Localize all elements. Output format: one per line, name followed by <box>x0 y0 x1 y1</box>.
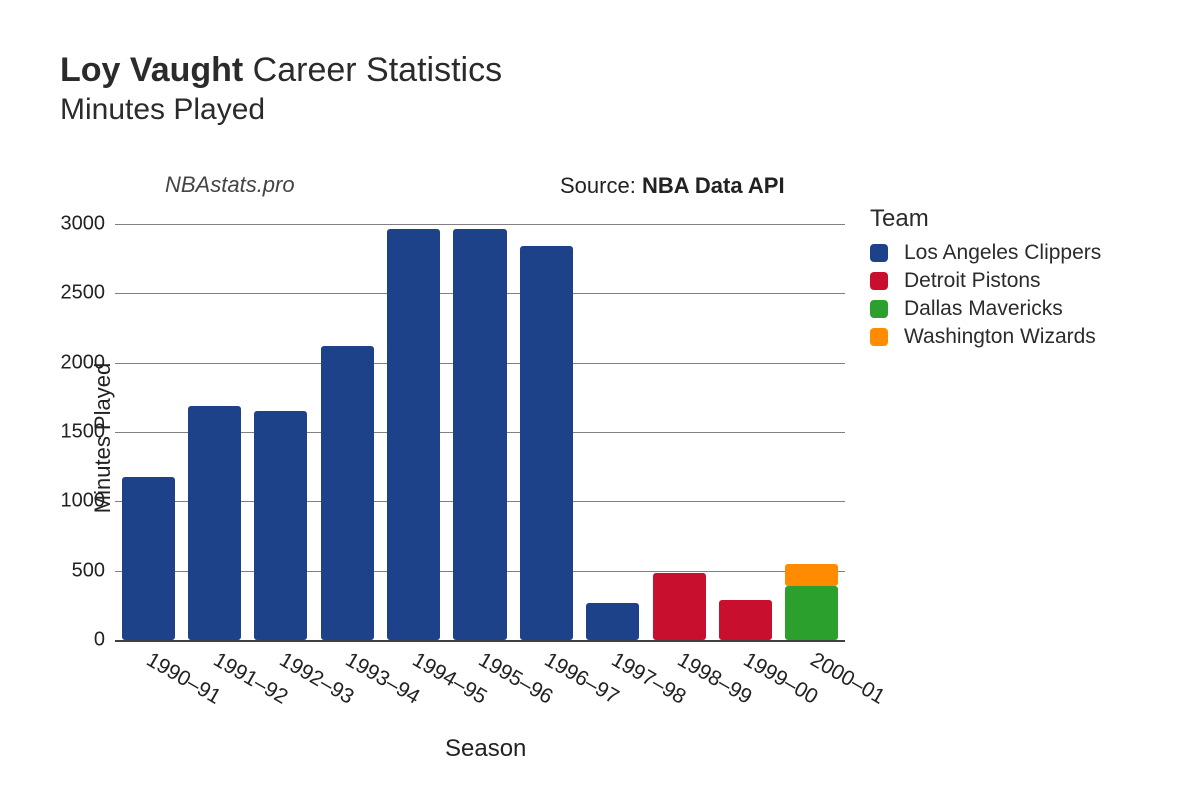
plot-area: 0500100015002000250030001990–911991–9219… <box>115 210 845 640</box>
x-tick-label: 1992–93 <box>275 648 358 710</box>
legend-swatch <box>870 272 888 290</box>
x-tick-label: 1997–98 <box>607 648 690 710</box>
source-name: NBA Data API <box>642 173 785 198</box>
title-block: Loy Vaught Career Statistics Minutes Pla… <box>60 50 502 128</box>
legend-item: Dallas Mavericks <box>870 297 1101 321</box>
attribution-right: Source: NBA Data API <box>560 173 785 199</box>
bar-segment <box>586 603 639 640</box>
legend-label: Detroit Pistons <box>904 269 1041 293</box>
y-tick-label: 2500 <box>61 282 106 305</box>
x-tick-label: 1991–92 <box>209 648 292 710</box>
legend-swatch <box>870 300 888 318</box>
x-tick-label: 1990–91 <box>142 648 225 710</box>
x-tick-label: 1995–96 <box>474 648 557 710</box>
legend-item: Detroit Pistons <box>870 269 1101 293</box>
legend-item: Los Angeles Clippers <box>870 241 1101 265</box>
x-tick-label: 1999–00 <box>739 648 822 710</box>
legend-swatch <box>870 328 888 346</box>
y-tick-label: 500 <box>72 559 105 582</box>
bar-slot: 1990–91 <box>115 210 181 640</box>
y-tick-label: 3000 <box>61 212 106 235</box>
bar-slot: 1995–96 <box>447 210 513 640</box>
legend-label: Los Angeles Clippers <box>904 241 1101 265</box>
x-tick-label: 1996–97 <box>540 648 623 710</box>
legend-label: Washington Wizards <box>904 325 1096 349</box>
bar-segment <box>122 477 175 640</box>
bar-segment <box>520 246 573 640</box>
x-tick-label: 1994–95 <box>408 648 491 710</box>
bar-slot: 1994–95 <box>380 210 446 640</box>
bar-slot: 1996–97 <box>513 210 579 640</box>
bar-slot: 1998–99 <box>646 210 712 640</box>
chart-container: Loy Vaught Career Statistics Minutes Pla… <box>0 0 1200 800</box>
bar-segment <box>254 411 307 640</box>
x-axis-baseline <box>115 640 845 642</box>
bar-segment <box>785 586 838 640</box>
bar-slot: 1997–98 <box>580 210 646 640</box>
bar-segment <box>387 229 440 640</box>
bar-slot: 2000–01 <box>779 210 845 640</box>
x-tick-label: 1998–99 <box>673 648 756 710</box>
bar-segment <box>719 600 772 641</box>
legend-label: Dallas Mavericks <box>904 297 1063 321</box>
bar-segment <box>785 564 838 586</box>
legend-item: Washington Wizards <box>870 325 1101 349</box>
chart-title: Loy Vaught Career Statistics <box>60 50 502 91</box>
y-axis-title: Minutes Played <box>90 363 116 513</box>
bar-segment <box>188 406 241 640</box>
legend: Team Los Angeles Clippers Detroit Pistons… <box>870 205 1101 353</box>
x-tick-label: 2000–01 <box>806 648 889 710</box>
x-tick-label: 1993–94 <box>341 648 424 710</box>
y-tick-label: 0 <box>94 629 105 652</box>
legend-title: Team <box>870 205 1101 233</box>
player-name: Loy Vaught <box>60 51 243 89</box>
bar-slot: 1991–92 <box>181 210 247 640</box>
bar-segment <box>653 573 706 640</box>
bar-segment <box>453 229 506 640</box>
bar-slot: 1993–94 <box>314 210 380 640</box>
bar-slot: 1999–00 <box>712 210 778 640</box>
title-suffix: Career Statistics <box>243 51 502 89</box>
bar-segment <box>321 346 374 640</box>
source-prefix: Source: <box>560 173 642 198</box>
chart-subtitle: Minutes Played <box>60 91 502 129</box>
bar-slot: 1992–93 <box>248 210 314 640</box>
attribution-left: NBAstats.pro <box>165 172 295 198</box>
legend-swatch <box>870 244 888 262</box>
x-axis-title: Season <box>445 735 526 763</box>
